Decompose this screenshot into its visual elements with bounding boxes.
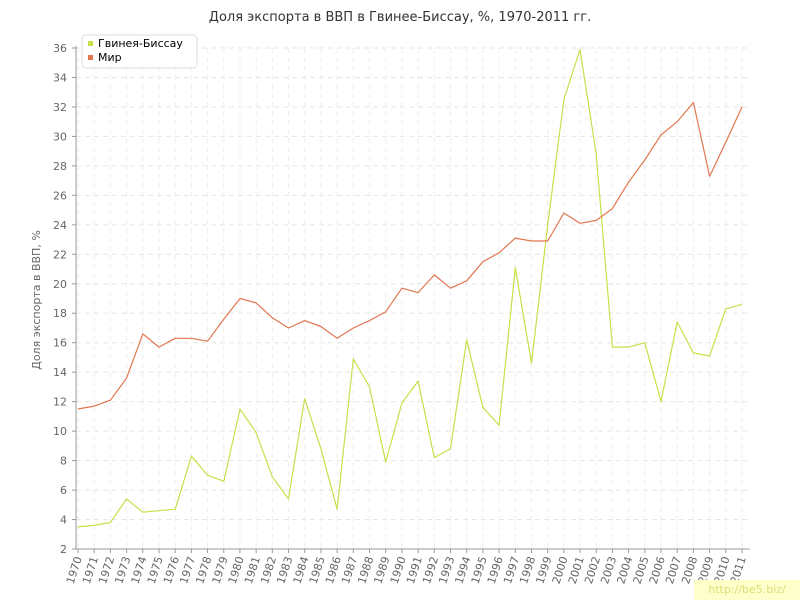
legend-swatch bbox=[88, 41, 93, 46]
y-tick-label: 2 bbox=[60, 543, 67, 556]
y-tick-label: 14 bbox=[53, 366, 67, 379]
watermark[interactable]: http://be5.biz/ bbox=[694, 580, 800, 600]
y-tick-label: 12 bbox=[53, 396, 67, 409]
y-axis-title: Доля экспорта в ВВП, % bbox=[30, 230, 43, 370]
y-tick-label: 6 bbox=[60, 484, 67, 497]
y-tick-label: 8 bbox=[60, 455, 67, 468]
y-tick-label: 36 bbox=[53, 42, 67, 55]
y-tick-label: 28 bbox=[53, 160, 67, 173]
plot-area bbox=[76, 48, 750, 549]
legend-label[interactable]: Гвинея-Биссау bbox=[98, 37, 183, 50]
legend-swatch bbox=[88, 55, 93, 60]
y-tick-label: 26 bbox=[53, 189, 67, 202]
series-line-0 bbox=[77, 48, 743, 528]
y-tick-label: 34 bbox=[53, 71, 67, 84]
grid bbox=[76, 47, 750, 549]
y-tick-label: 10 bbox=[53, 425, 67, 438]
y-tick-label: 30 bbox=[53, 130, 67, 143]
axes bbox=[72, 46, 750, 553]
legend-label[interactable]: Мир bbox=[98, 51, 122, 64]
y-tick-label: 4 bbox=[60, 514, 67, 527]
legend-box bbox=[81, 34, 198, 69]
y-tick-label: 32 bbox=[53, 101, 67, 114]
series-line-1 bbox=[77, 101, 743, 410]
y-tick-label: 24 bbox=[53, 219, 67, 232]
series-lines bbox=[77, 48, 743, 528]
chart-title: Доля экспорта в ВВП в Гвинее-Биссау, %, … bbox=[208, 10, 592, 25]
y-tick-label: 20 bbox=[53, 278, 67, 291]
y-tick-label: 18 bbox=[53, 307, 67, 320]
y-tick-label: 16 bbox=[53, 337, 67, 350]
x-tick-labels: 1970197119721973197419751976197719781979… bbox=[64, 555, 749, 586]
y-tick-label: 22 bbox=[53, 248, 67, 261]
